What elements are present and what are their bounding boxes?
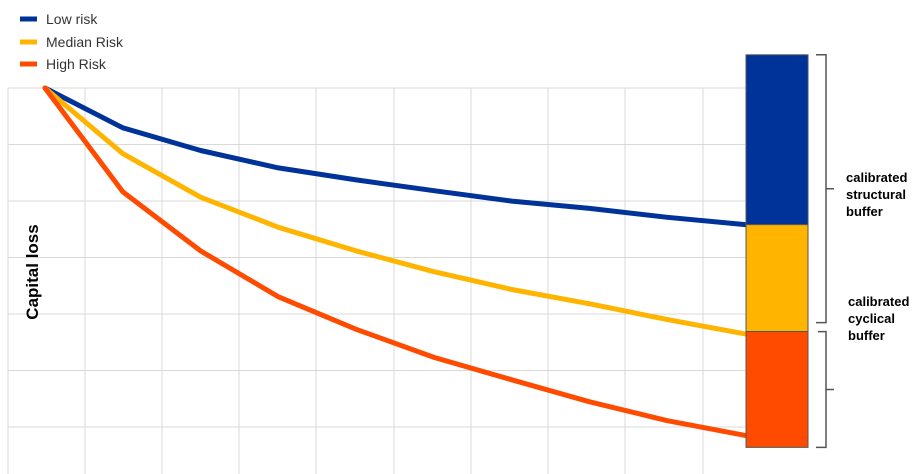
annotation-cyclical-buffer: calibrated cyclical buffer (848, 294, 909, 343)
y-axis-label: Capital loss (23, 224, 42, 319)
bar-segment-structural (745, 54, 809, 226)
annotation-structural-buffer: calibrated structural buffer (846, 170, 907, 219)
legend-label-high-risk: High Risk (46, 56, 107, 72)
annotation-structural-line-2: structural (846, 187, 906, 202)
bar-segment-median (745, 224, 809, 333)
legend-label-median-risk: Median Risk (46, 34, 124, 50)
series-lines (42, 85, 748, 438)
annotation-structural-line-1: calibrated (846, 170, 907, 185)
annotation-structural-line-3: buffer (846, 204, 883, 219)
series-line-high-risk (42, 85, 748, 438)
brace-structural (816, 54, 834, 324)
annotation-cyclical-line-2: cyclical (848, 311, 895, 326)
braces (816, 54, 834, 449)
stacked-bar (745, 54, 809, 448)
bar-segment-cyclical (745, 331, 809, 448)
grid (7, 87, 745, 474)
legend-label-low-risk: Low risk (46, 11, 98, 27)
legend: Low risk Median Risk High Risk (20, 11, 124, 72)
brace-cyclical (816, 330, 834, 449)
annotation-cyclical-line-1: calibrated (848, 294, 909, 309)
series-line-low-risk (42, 85, 748, 228)
annotation-cyclical-line-3: buffer (848, 328, 885, 343)
series-line-median-risk (42, 85, 748, 337)
